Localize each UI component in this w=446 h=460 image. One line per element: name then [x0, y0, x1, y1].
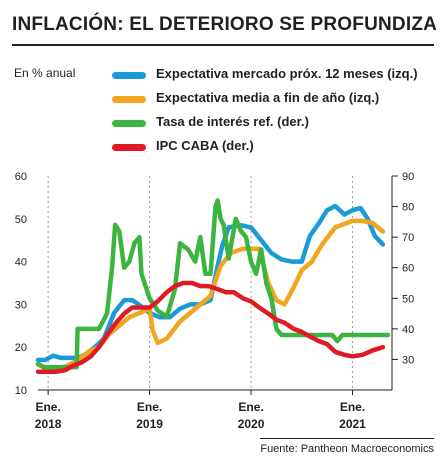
y-left-tick-label: 60	[15, 171, 27, 183]
series-market-expectation-line	[35, 203, 386, 363]
x-tick-label-year: 2021	[339, 417, 366, 431]
x-tick-label-year: 2020	[238, 417, 265, 431]
y-left-tick-label: 30	[15, 299, 27, 311]
y-right-tick-label: 50	[402, 293, 414, 305]
y-right-tick-label: 90	[402, 171, 414, 183]
source-note: Fuente: Pantheon Macroeconomics	[260, 443, 434, 455]
y-left-tick-label: 10	[15, 385, 27, 397]
x-tick-label: Ene.	[340, 400, 365, 414]
y-right-tick-label: 30	[402, 354, 414, 366]
x-tick-label: Ene.	[35, 400, 60, 414]
unit-label: En % anual	[14, 66, 76, 80]
y-right-tick-label: 70	[402, 232, 414, 244]
legend-label: Expectativa media a fin de año (izq.)	[156, 90, 380, 105]
legend-swatch-orange	[112, 96, 146, 103]
y-left-tick-label: 40	[15, 257, 27, 269]
y-right-tick-label: 60	[402, 263, 414, 275]
legend-label: Tasa de interés ref. (der.)	[156, 114, 309, 129]
legend-swatch-blue	[112, 72, 146, 79]
title-rule	[12, 44, 434, 46]
y-left-tick-label: 20	[15, 342, 27, 354]
x-tick-label: Ene.	[137, 400, 162, 414]
series-interest-rate-line	[35, 198, 391, 370]
series-ipc-caba-line	[35, 280, 386, 374]
x-tick-label-year: 2019	[136, 417, 163, 431]
legend-swatch-green	[112, 120, 146, 127]
source-rule	[260, 438, 434, 439]
y-left-tick-label: 50	[15, 214, 27, 226]
legend-swatch-red	[112, 144, 146, 151]
page-title: INFLACIÓN: EL DETERIORO SE PROFUNDIZA	[12, 14, 438, 35]
y-right-tick-label: 40	[402, 324, 414, 336]
x-tick-label-year: 2018	[35, 417, 62, 431]
legend-label: Expectativa mercado próx. 12 meses (izq.…	[156, 66, 418, 81]
x-tick-label: Ene.	[238, 400, 263, 414]
y-right-tick-label: 80	[402, 202, 414, 214]
legend-label: IPC CABA (der.)	[156, 138, 254, 153]
